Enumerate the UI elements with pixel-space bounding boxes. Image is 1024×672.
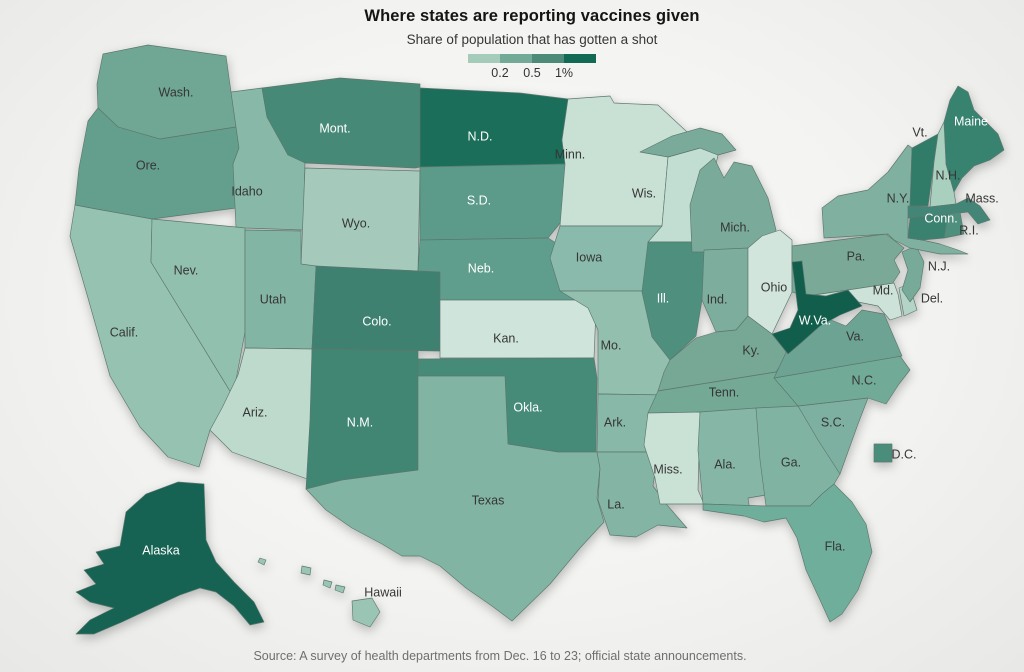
state-florida [702,483,873,623]
state-label-louisiana: La. [607,497,624,511]
state-label-oregon: Ore. [136,158,160,172]
state-label-california: Calif. [110,325,138,339]
state-label-florida: Fla. [825,539,846,553]
state-vermont [909,133,939,207]
state-label-illinois: Ill. [657,291,670,305]
state-label-new-mexico: N.M. [347,415,373,429]
chart-header: Where states are reporting vaccines give… [40,0,1024,81]
state-label-nevada: Nev. [174,263,199,277]
state-label-alabama: Ala. [714,457,736,471]
state-label-virginia: Va. [846,329,864,343]
legend-segment [532,54,564,63]
state-label-pennsylvania: Pa. [847,249,866,263]
state-label-dc: D.C. [892,447,917,461]
state-label-west-virginia: W.Va. [799,313,831,327]
state-label-massachusetts: Mass. [965,191,998,205]
state-label-arkansas: Ark. [604,415,626,429]
state-label-north-carolina: N.C. [852,373,877,387]
state-hawaii-niihau [257,557,267,566]
state-label-iowa: Iowa [576,250,602,264]
source-note: Source: A survey of health departments f… [253,649,747,663]
state-north-dakota [419,87,569,168]
state-label-idaho: Idaho [231,184,262,198]
state-label-ohio: Ohio [761,280,787,294]
state-indiana [701,247,749,333]
state-label-kansas: Kan. [493,331,519,345]
state-west-virginia [771,260,863,355]
legend-segment [500,54,532,63]
state-label-new-york: N.Y. [887,191,910,205]
chart-subtitle: Share of population that has gotten a sh… [406,32,658,47]
state-label-delaware: Del. [921,291,943,305]
state-label-south-carolina: S.C. [821,415,845,429]
state-label-north-dakota: N.D. [468,129,493,143]
state-colorado [311,265,441,352]
state-hawaii-kauai [300,565,312,576]
state-alaska [75,481,265,635]
legend-tick: 0.5 [523,66,541,80]
state-label-wyoming: Wyo. [342,216,370,230]
legend-segment [564,54,596,63]
state-label-tennessee: Tenn. [709,385,740,399]
state-kansas [439,299,597,359]
state-label-minnesota: Minn. [555,147,586,161]
state-south-dakota [419,163,571,241]
state-label-maryland: Md. [873,283,894,297]
state-label-mississippi: Miss. [653,462,682,476]
legend-tick: 0.2 [491,66,509,80]
state-hawaii-oahu [322,579,333,589]
state-label-kentucky: Ky. [742,343,759,357]
legend-ticks: 0.2 0.5 1% [468,63,596,81]
state-label-nebraska: Neb. [468,261,494,275]
state-texas [305,375,605,622]
state-label-south-dakota: S.D. [467,193,491,207]
state-label-texas: Texas [472,493,505,507]
state-label-hawaii: Hawaii [364,585,402,599]
state-connecticut [907,213,949,241]
state-label-maine: Maine [954,114,988,128]
state-label-missouri: Mo. [601,338,622,352]
legend-tick: 1% [554,66,574,80]
state-montana [261,77,421,169]
state-maine [943,85,1005,193]
state-label-new-hampshire: N.H. [936,168,961,182]
legend-segment [468,54,500,63]
state-label-colorado: Colo. [362,314,391,328]
state-label-arizona: Ariz. [243,405,268,419]
state-hawaii-maui [334,584,346,594]
state-north-carolina [773,355,911,407]
legend: 0.2 0.5 1% [468,54,596,81]
state-label-vermont: Vt. [912,125,927,139]
dc-symbol-swatch [873,443,893,463]
state-label-utah: Utah [260,292,286,306]
state-rhode-island [943,211,965,239]
legend-color-bar [468,54,596,63]
state-label-georgia: Ga. [781,455,801,469]
chart-title: Where states are reporting vaccines give… [364,7,700,25]
state-label-indiana: Ind. [707,292,728,306]
state-michigan-upper-peninsula [639,127,737,158]
state-label-michigan: Mich. [720,220,750,234]
state-label-washington: Wash. [159,85,194,99]
state-label-rhode-island: R.I. [959,223,978,237]
state-label-wisconsin: Wis. [632,186,656,200]
state-hawaii-big-island [351,597,381,628]
state-label-new-jersey: N.J. [928,259,950,273]
state-label-montana: Mont. [319,121,350,135]
state-label-oklahoma: Okla. [513,400,542,414]
state-label-connecticut: Conn. [924,211,957,225]
state-label-alaska: Alaska [142,543,180,557]
